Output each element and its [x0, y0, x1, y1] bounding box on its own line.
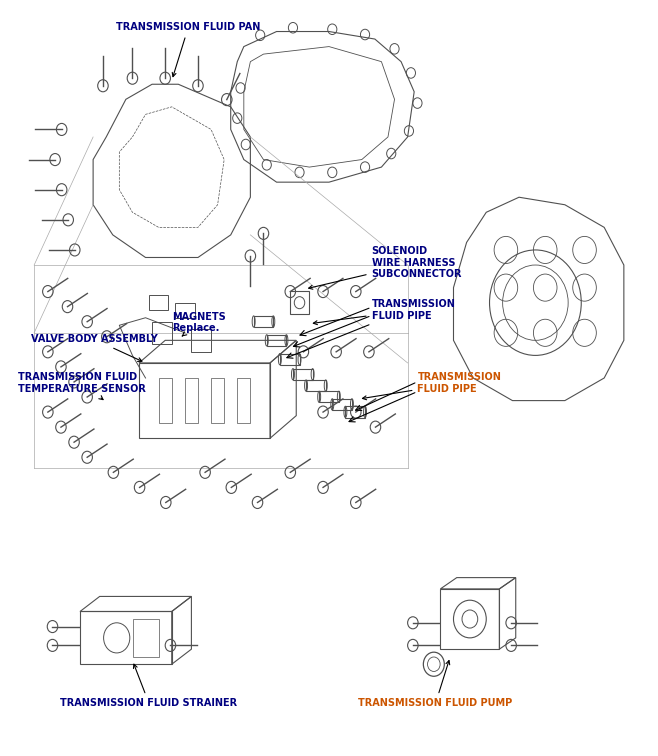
Bar: [266, 335, 286, 346]
Bar: [80, 612, 172, 665]
Bar: [211, 378, 224, 423]
Text: SOLENOID
WIRE HARNESS
SUBCONNECTOR: SOLENOID WIRE HARNESS SUBCONNECTOR: [309, 246, 462, 290]
Text: TRANSMISSION
FLUID PIPE: TRANSMISSION FLUID PIPE: [313, 299, 455, 324]
Bar: [332, 398, 352, 410]
Bar: [191, 329, 211, 352]
Text: TRANSMISSION FLUID STRAINER: TRANSMISSION FLUID STRAINER: [61, 665, 238, 708]
Bar: [280, 354, 299, 365]
Bar: [293, 369, 313, 380]
Bar: [319, 391, 339, 402]
Bar: [175, 302, 195, 318]
Bar: [253, 316, 273, 327]
Text: TRANSMISSION FLUID PAN: TRANSMISSION FLUID PAN: [116, 23, 261, 76]
Bar: [238, 378, 251, 423]
Bar: [133, 619, 159, 657]
Bar: [185, 378, 198, 423]
Text: TRANSMISSION FLUID PUMP: TRANSMISSION FLUID PUMP: [359, 661, 513, 708]
Bar: [152, 321, 172, 344]
Bar: [440, 589, 499, 649]
Bar: [306, 380, 326, 391]
Text: MAGNETS
Replace.: MAGNETS Replace.: [172, 311, 226, 336]
Bar: [159, 378, 172, 423]
Bar: [149, 295, 168, 310]
Text: VALVE BODY ASSEMBLY: VALVE BODY ASSEMBLY: [31, 334, 158, 361]
Text: TRANSMISSION FLUID
TEMPERATURE SENSOR: TRANSMISSION FLUID TEMPERATURE SENSOR: [18, 372, 145, 400]
Bar: [345, 406, 365, 417]
Bar: [290, 291, 309, 314]
Text: TRANSMISSION
FLUID PIPE: TRANSMISSION FLUID PIPE: [363, 372, 501, 400]
Bar: [139, 363, 270, 438]
